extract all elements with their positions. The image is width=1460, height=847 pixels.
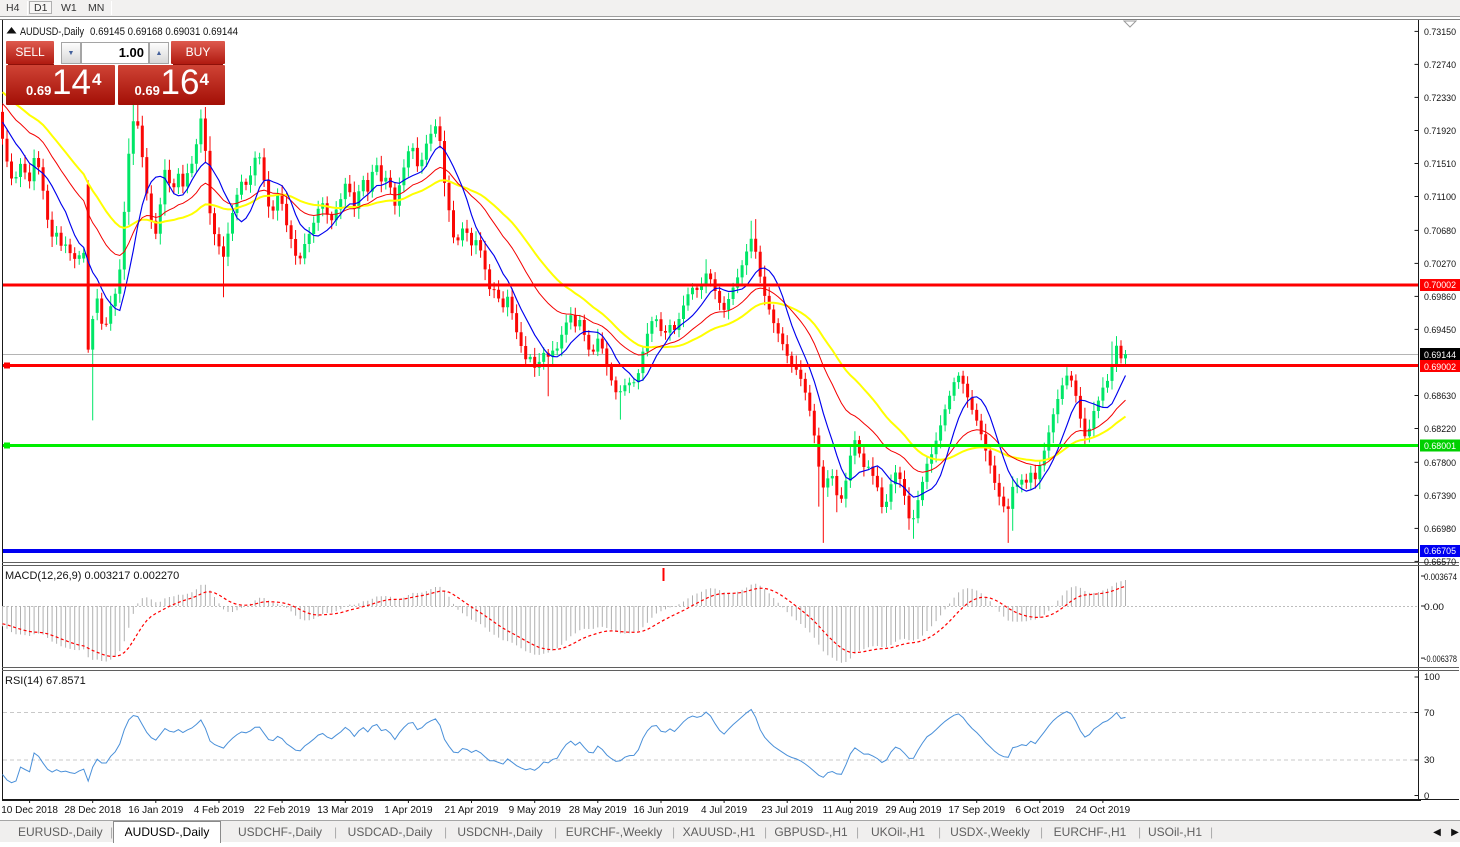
svg-text:23 Jul 2019: 23 Jul 2019 [761, 805, 813, 816]
svg-text:22 Feb 2019: 22 Feb 2019 [254, 805, 311, 816]
svg-text:0.00: 0.00 [1424, 602, 1444, 613]
svg-text:0.73150: 0.73150 [1424, 27, 1456, 38]
svg-text:0.68220: 0.68220 [1424, 424, 1456, 435]
svg-text:0.69144: 0.69144 [1424, 350, 1456, 361]
svg-text:6 Oct 2019: 6 Oct 2019 [1015, 805, 1064, 816]
svg-text:11 Aug 2019: 11 Aug 2019 [823, 805, 879, 816]
svg-text:0.003674: 0.003674 [1424, 572, 1457, 583]
svg-text:0.68630: 0.68630 [1424, 391, 1456, 402]
svg-text:4 Feb 2019: 4 Feb 2019 [194, 805, 245, 816]
svg-text:16 Jun 2019: 16 Jun 2019 [633, 805, 688, 816]
svg-text:9 May 2019: 9 May 2019 [509, 805, 562, 816]
svg-text:0.70270: 0.70270 [1424, 259, 1456, 270]
svg-text:0.69450: 0.69450 [1424, 325, 1456, 336]
svg-text:4 Jul 2019: 4 Jul 2019 [701, 805, 748, 816]
svg-text:0.70680: 0.70680 [1424, 226, 1456, 237]
svg-text:0.66980: 0.66980 [1424, 524, 1456, 535]
svg-text:17 Sep 2019: 17 Sep 2019 [948, 805, 1005, 816]
svg-text:RSI(14) 67.8571: RSI(14) 67.8571 [5, 675, 86, 687]
svg-text:13 Mar 2019: 13 Mar 2019 [317, 805, 374, 816]
svg-text:100: 100 [1424, 672, 1440, 683]
svg-text:AUDUSD-,Daily: AUDUSD-,Daily [20, 26, 84, 38]
svg-text:0.71100: 0.71100 [1424, 192, 1456, 203]
svg-text:1 Apr 2019: 1 Apr 2019 [384, 805, 433, 816]
svg-text:0.69145 0.69168 0.69031 0.6914: 0.69145 0.69168 0.69031 0.69144 [90, 26, 238, 38]
svg-text:MACD(12,26,9) 0.003217 0.00227: MACD(12,26,9) 0.003217 0.002270 [5, 570, 179, 582]
svg-text:0: 0 [1424, 791, 1429, 802]
svg-text:-0.006378: -0.006378 [1424, 654, 1457, 665]
svg-text:21 Apr 2019: 21 Apr 2019 [445, 805, 499, 816]
svg-text:24 Oct 2019: 24 Oct 2019 [1076, 805, 1131, 816]
svg-text:70: 70 [1424, 708, 1435, 719]
svg-text:29 Aug 2019: 29 Aug 2019 [885, 805, 942, 816]
svg-text:0.67390: 0.67390 [1424, 491, 1456, 502]
svg-text:30: 30 [1424, 755, 1435, 766]
svg-text:0.72330: 0.72330 [1424, 93, 1456, 104]
svg-text:0.72740: 0.72740 [1424, 60, 1456, 71]
svg-text:0.66570: 0.66570 [1424, 557, 1456, 568]
svg-text:0.70002: 0.70002 [1424, 280, 1456, 291]
svg-text:10 Dec 2018: 10 Dec 2018 [1, 805, 58, 816]
svg-text:0.69860: 0.69860 [1424, 292, 1456, 303]
svg-text:0.68001: 0.68001 [1424, 441, 1456, 452]
svg-text:0.66705: 0.66705 [1424, 546, 1456, 557]
svg-text:28 Dec 2018: 28 Dec 2018 [64, 805, 121, 816]
svg-text:0.71920: 0.71920 [1424, 126, 1456, 137]
svg-text:0.67800: 0.67800 [1424, 458, 1456, 469]
svg-text:28 May 2019: 28 May 2019 [569, 805, 627, 816]
svg-text:0.71510: 0.71510 [1424, 159, 1456, 170]
svg-text:0.69002: 0.69002 [1424, 362, 1456, 373]
svg-text:16 Jan 2019: 16 Jan 2019 [128, 805, 183, 816]
